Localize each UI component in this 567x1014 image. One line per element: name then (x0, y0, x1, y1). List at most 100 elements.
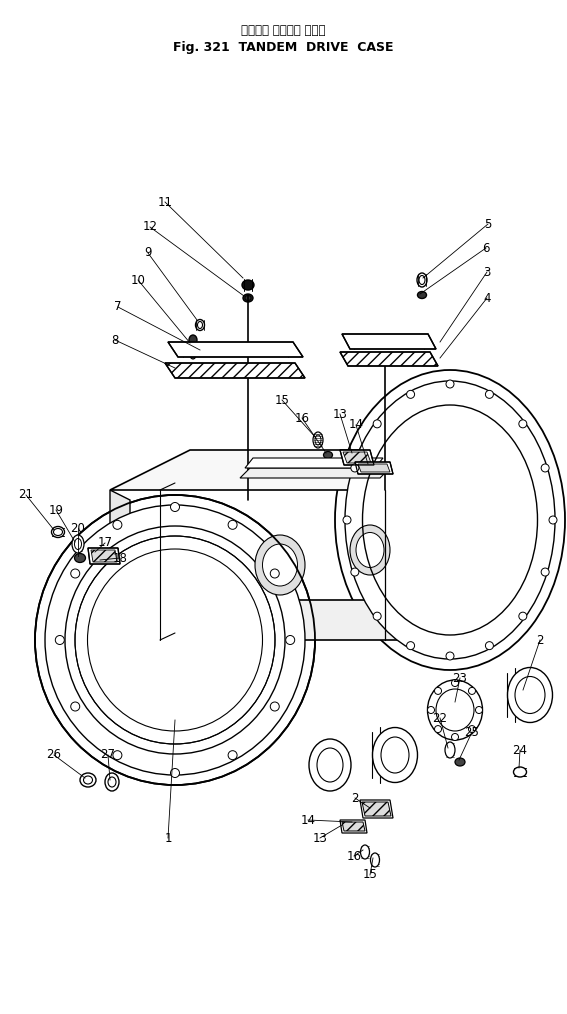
Text: 25: 25 (464, 725, 480, 738)
Text: 7: 7 (114, 300, 122, 313)
Text: 26: 26 (46, 748, 61, 762)
Ellipse shape (451, 679, 459, 686)
Ellipse shape (541, 568, 549, 576)
Ellipse shape (455, 758, 465, 766)
Polygon shape (91, 550, 117, 562)
Text: 15: 15 (362, 869, 378, 881)
Polygon shape (342, 822, 365, 831)
Ellipse shape (549, 516, 557, 524)
Polygon shape (240, 468, 390, 478)
Ellipse shape (351, 464, 359, 472)
Ellipse shape (541, 464, 549, 472)
Polygon shape (355, 462, 393, 474)
Ellipse shape (485, 642, 493, 650)
Ellipse shape (105, 773, 119, 791)
Text: 1: 1 (164, 831, 172, 845)
Ellipse shape (373, 612, 381, 621)
Text: Fig. 321  TANDEM  DRIVE  CASE: Fig. 321 TANDEM DRIVE CASE (173, 42, 393, 55)
Ellipse shape (373, 727, 417, 783)
Polygon shape (342, 334, 436, 349)
Polygon shape (343, 452, 371, 463)
Ellipse shape (245, 295, 251, 300)
Text: 16: 16 (294, 412, 310, 425)
Text: 10: 10 (130, 274, 146, 287)
Text: 11: 11 (158, 196, 172, 209)
Ellipse shape (428, 707, 434, 714)
Ellipse shape (52, 526, 65, 537)
Text: 23: 23 (452, 671, 467, 684)
Ellipse shape (476, 707, 483, 714)
Ellipse shape (485, 390, 493, 399)
Ellipse shape (113, 520, 122, 529)
Polygon shape (245, 458, 383, 468)
Polygon shape (110, 600, 500, 640)
Ellipse shape (434, 726, 442, 732)
Ellipse shape (417, 273, 427, 287)
Polygon shape (88, 548, 120, 564)
Ellipse shape (171, 769, 180, 778)
Text: 5: 5 (484, 217, 492, 230)
Ellipse shape (361, 845, 370, 859)
Ellipse shape (373, 420, 381, 428)
Ellipse shape (45, 505, 305, 775)
Ellipse shape (286, 636, 295, 645)
Polygon shape (360, 800, 393, 818)
Ellipse shape (263, 544, 298, 586)
Ellipse shape (434, 687, 442, 695)
Ellipse shape (407, 642, 414, 650)
Text: 21: 21 (19, 489, 33, 502)
Text: タンデム ドライブ ケース: タンデム ドライブ ケース (241, 23, 325, 37)
Ellipse shape (228, 750, 237, 759)
Ellipse shape (343, 516, 351, 524)
Ellipse shape (351, 568, 359, 576)
Ellipse shape (309, 739, 351, 791)
Polygon shape (110, 490, 130, 650)
Text: 4: 4 (483, 291, 491, 304)
Polygon shape (110, 450, 500, 490)
Ellipse shape (428, 680, 483, 740)
Text: 14: 14 (301, 813, 315, 826)
Polygon shape (340, 352, 438, 366)
Ellipse shape (356, 532, 384, 568)
Ellipse shape (113, 750, 122, 759)
Ellipse shape (335, 370, 565, 670)
Ellipse shape (507, 667, 552, 723)
Ellipse shape (417, 291, 426, 298)
Ellipse shape (519, 612, 527, 621)
Text: 2: 2 (351, 792, 359, 804)
Polygon shape (420, 450, 500, 640)
Polygon shape (168, 342, 303, 357)
Text: 24: 24 (513, 743, 527, 756)
Ellipse shape (468, 687, 476, 695)
Ellipse shape (71, 702, 80, 711)
Text: 9: 9 (144, 246, 152, 260)
Ellipse shape (196, 319, 205, 331)
Polygon shape (165, 363, 305, 378)
Ellipse shape (228, 520, 237, 529)
Text: 20: 20 (70, 521, 86, 534)
Text: 22: 22 (433, 712, 447, 724)
Ellipse shape (446, 380, 454, 388)
Polygon shape (340, 450, 374, 465)
Ellipse shape (445, 742, 455, 758)
Text: 3: 3 (483, 266, 490, 279)
Text: 13: 13 (333, 408, 348, 421)
Ellipse shape (74, 554, 86, 563)
Text: 18: 18 (113, 552, 128, 565)
Ellipse shape (35, 495, 315, 785)
Ellipse shape (56, 636, 64, 645)
Polygon shape (362, 802, 391, 816)
Ellipse shape (65, 526, 285, 754)
Text: 13: 13 (312, 831, 327, 845)
Text: 27: 27 (100, 748, 116, 762)
Text: 14: 14 (349, 419, 363, 432)
Ellipse shape (243, 294, 253, 302)
Ellipse shape (75, 536, 275, 744)
Polygon shape (340, 820, 367, 832)
Ellipse shape (519, 420, 527, 428)
Ellipse shape (270, 569, 280, 578)
Ellipse shape (80, 773, 96, 787)
Ellipse shape (370, 853, 379, 867)
Text: 12: 12 (142, 220, 158, 233)
Ellipse shape (171, 503, 180, 511)
